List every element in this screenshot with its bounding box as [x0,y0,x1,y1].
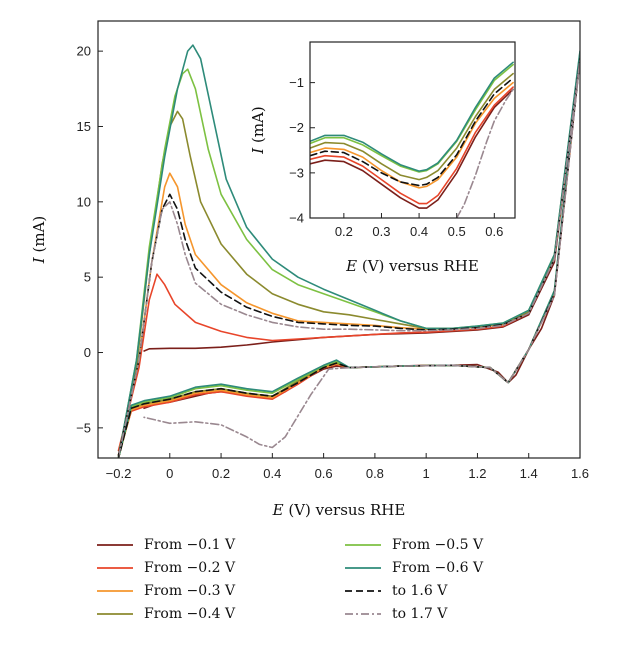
inset-y-tick-label: −3 [289,165,304,180]
main-y-tick-label: 15 [77,119,91,134]
legend: From −0.1 V From −0.2 V From −0.3 V From −0… [96,535,556,655]
main-series-line-8 [117,59,580,458]
legend-label: to 1.7 V [392,606,448,622]
inset-series-line-3 [310,81,514,189]
legend-label: From −0.3 V [144,583,236,599]
legend-swatch [97,544,133,546]
main-y-tick-label: 0 [84,345,91,360]
inset-series-line-4 [310,72,514,181]
main-x-tick-label: 0 [166,466,173,481]
inset-y-tick-label: −1 [289,75,304,90]
main-x-tick-label: 1 [423,466,430,481]
main-x-tick-label: 1.4 [520,466,538,481]
inset-x-axis-label: E (V) versus RHE [345,257,479,275]
inset-series-group [310,61,514,218]
main-x-tick-label: 1.6 [571,466,589,481]
main-y-axis-label: I (mA) [30,216,48,264]
inset-x-tick-label: 0.6 [485,224,503,239]
legend-item: to 1.6 V [344,581,447,601]
legend-item: From −0.5 V [344,535,483,555]
legend-label: From −0.5 V [392,537,484,553]
main-series-group [117,44,580,458]
inset-x-tick-label: 0.3 [372,224,390,239]
inset-series-line-2 [310,86,514,205]
main-x-axis-label: E (V) versus RHE [272,501,406,519]
inset-x-tick-label: 0.5 [448,224,466,239]
legend-item: From −0.2 V [96,558,235,578]
main-plot-frame [97,20,581,459]
legend-item: From −0.4 V [96,604,235,624]
inset-chart: 0.2 0.3 0.4 0.5 0.6 −4 −3 −2 −1 E (V) versus RHE I… [249,41,516,275]
main-y-tick-label: 20 [77,44,91,59]
legend-item: From −0.6 V [344,558,483,578]
inset-series-line-6 [310,61,514,172]
main-x-tick-label: −0.2 [106,466,132,481]
inset-plot-background [310,42,515,218]
legend-swatch [345,590,381,592]
inset-series-line-1 [310,88,514,209]
main-y-tick-label: 5 [84,270,91,285]
legend-swatch [97,613,133,615]
inset-series-line-5 [310,63,514,173]
legend-label: to 1.6 V [392,583,448,599]
inset-x-tick-label: 0.2 [335,224,353,239]
legend-label: From −0.6 V [392,560,484,576]
legend-swatch [97,590,133,592]
main-y-tick-label: −5 [76,420,91,435]
legend-item: From −0.1 V [96,535,235,555]
legend-swatch [345,544,381,546]
main-y-tick-label: 10 [77,194,91,209]
main-series-line-6 [117,44,580,458]
inset-y-tick-label: −4 [289,211,304,226]
legend-item: to 1.7 V [344,604,447,624]
inset-x-tick-label: 0.4 [410,224,428,239]
main-x-tick-label: 1.2 [468,466,486,481]
legend-swatch [97,567,133,569]
legend-label: From −0.2 V [144,560,236,576]
inset-series-line-8 [455,88,514,218]
legend-label: From −0.1 V [144,537,236,553]
inset-y-tick-label: −2 [289,120,304,135]
legend-swatch [345,613,381,615]
inset-series-line-7 [310,77,514,187]
legend-item: From −0.3 V [96,581,235,601]
inset-y-axis-label: I (mA) [249,106,267,154]
inset-plot-frame [309,41,516,219]
main-x-tick-label: 0.8 [366,466,384,481]
main-x-tick-label: 0.2 [212,466,230,481]
main-x-tick-label: 0.4 [263,466,281,481]
legend-swatch [345,567,381,569]
main-x-tick-label: 0.6 [315,466,333,481]
legend-label: From −0.4 V [144,606,236,622]
